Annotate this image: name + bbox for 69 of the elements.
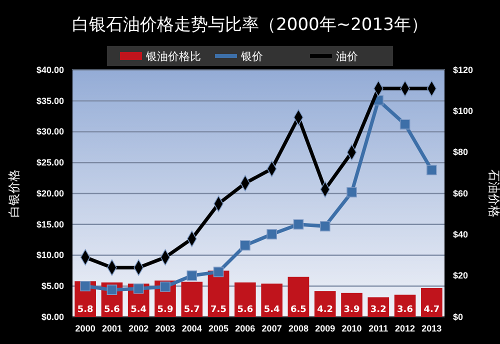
data-label: 5.4 [130, 305, 147, 315]
x-tick-label: 2009 [315, 323, 336, 334]
y-tick-label: $15.00 [36, 219, 64, 230]
x-tick-label: 2010 [342, 323, 362, 334]
legend-label: 银价 [240, 50, 263, 63]
y2-tick-label: $100 [453, 106, 474, 116]
point [293, 219, 304, 230]
point [320, 221, 330, 232]
x-tick-label: 2011 [368, 323, 388, 334]
y-tick-label: $30.00 [36, 126, 64, 137]
x-tick-label: 2000 [75, 323, 96, 334]
point [133, 283, 144, 294]
bar [234, 282, 256, 317]
data-label: 6.5 [290, 305, 306, 315]
data-label: 4.2 [317, 305, 334, 315]
y-tick-label: $40.00 [36, 64, 64, 75]
data-label: 5.9 [157, 305, 174, 315]
bar [288, 276, 310, 317]
x-tick-label: 2008 [288, 323, 308, 334]
data-label: 3.2 [370, 305, 386, 315]
x-tick-label: 2003 [155, 323, 176, 334]
point [186, 270, 198, 281]
point [213, 266, 224, 278]
data-label: 5.6 [104, 305, 120, 315]
data-label: 5.4 [264, 305, 280, 315]
chart-title: 白银石油价格走势与比率（2000年~2013年） [72, 15, 428, 35]
point [80, 280, 90, 292]
y2-axis-title: 石油价格 [487, 170, 500, 218]
y-tick-label: $0.00 [41, 312, 64, 322]
y-tick-label: $25.00 [36, 158, 64, 168]
y2-tick-label: $40 [453, 230, 468, 240]
y-tick-label: $20.00 [36, 188, 64, 198]
y-tick-label: $35.00 [36, 96, 64, 106]
point [266, 229, 277, 240]
legend-label: 银油价格比 [145, 50, 201, 63]
data-label: 7.5 [210, 305, 227, 315]
x-tick-label: 2012 [395, 323, 416, 334]
x-tick-label: 2005 [208, 323, 229, 334]
bar [314, 291, 336, 317]
y-tick-label: $10.00 [36, 250, 64, 260]
bar [421, 288, 442, 317]
point [160, 282, 170, 292]
legend-label: 油价 [336, 50, 358, 63]
y2-tick-label: $60 [453, 188, 468, 198]
x-tick-label: 2006 [235, 323, 256, 334]
data-label: 3.6 [397, 305, 414, 315]
x-tick-label: 2002 [128, 323, 149, 334]
bar [181, 282, 203, 317]
x-tick-label: 2004 [182, 323, 202, 334]
data-label: 5.8 [77, 305, 94, 315]
y2-tick-label: $0 [453, 312, 464, 322]
y-tick-label: $5.00 [41, 281, 64, 292]
data-label: 5.7 [184, 305, 200, 315]
point [400, 119, 410, 130]
y2-tick-label: $120 [453, 64, 474, 75]
data-label: 3.9 [344, 305, 360, 315]
x-tick-label: 2007 [262, 323, 282, 334]
x-tick-label: 2013 [422, 323, 442, 334]
point [240, 240, 250, 251]
point [106, 284, 118, 295]
point [426, 164, 437, 176]
y2-tick-label: $20 [453, 270, 468, 281]
y2-tick-label: $80 [453, 147, 468, 158]
x-tick-label: 2001 [102, 323, 122, 334]
data-label: 5.6 [237, 305, 254, 315]
y-axis-title: 白银价格 [7, 170, 21, 218]
bar [261, 284, 282, 317]
point [346, 187, 357, 198]
data-label: 4.7 [424, 305, 440, 315]
